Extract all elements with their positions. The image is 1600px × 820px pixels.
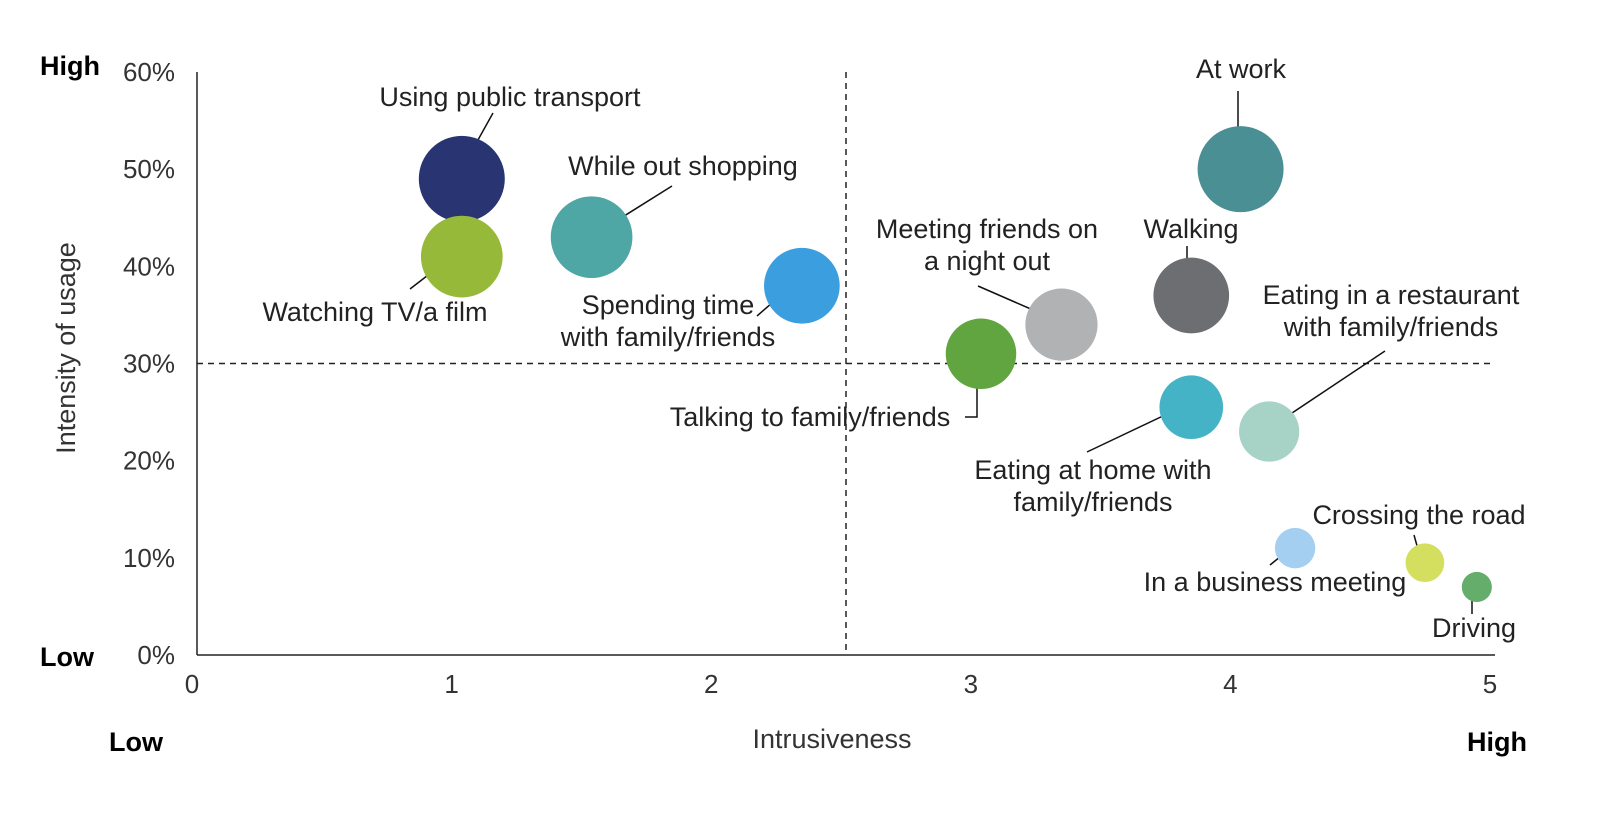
y-tick-label: 60%: [123, 57, 175, 87]
bubble-while-out-shopping: [550, 196, 633, 279]
label-while-out-shopping: While out shopping: [568, 151, 798, 181]
x-tick-label: 1: [444, 669, 458, 699]
bubble-walking: [1153, 257, 1230, 334]
x-tick-label: 5: [1483, 669, 1497, 699]
y-axis-title: Intensity of usage: [51, 242, 81, 454]
label-spending-time-with-family-friends: Spending time with family/friends: [560, 290, 776, 352]
x-tick-label: 4: [1223, 669, 1237, 699]
bubble-driving: [1461, 571, 1492, 603]
y-tick-label: 0%: [137, 640, 175, 670]
y-tick-label: 40%: [123, 251, 175, 281]
bubble-eating-at-home-with-family-friends: [1159, 375, 1224, 440]
bubble-spending-time-with-family-friends: [764, 247, 840, 324]
x-tick-label: 2: [704, 669, 718, 699]
bubble-crossing-the-road: [1405, 543, 1445, 583]
y-tick-label: 30%: [123, 349, 175, 379]
label-meeting-friends-on-a-night-out: Meeting friends on a night out: [876, 214, 1098, 276]
x-low-label: Low: [109, 727, 164, 757]
y-low-label: Low: [40, 642, 95, 672]
x-high-label: High: [1467, 727, 1527, 757]
bubble-talking-to-family-friends: [945, 318, 1017, 390]
label-at-work: At work: [1196, 54, 1287, 84]
y-tick-label: 20%: [123, 446, 175, 476]
label-walking: Walking: [1143, 214, 1238, 244]
bubble-using-public-transport: [418, 135, 505, 222]
bubble-in-a-business-meeting: [1274, 527, 1316, 569]
bubble-eating-in-a-restaurant-with-family-friends: [1239, 401, 1300, 462]
axes: 0% 10% 20% 30% 40% 50% 60% 0 1 2 3 4 5: [123, 57, 1497, 699]
label-using-public-transport: Using public transport: [379, 82, 641, 112]
label-eating-in-a-restaurant-with-family-friends: Eating in a restaurant with family/friend…: [1263, 280, 1520, 342]
bubble-labels: Using public transport Watching TV/a film…: [262, 54, 1525, 643]
label-eating-at-home-with-family-friends: Eating at home with family/friends: [974, 455, 1211, 517]
y-high-label: High: [40, 51, 100, 81]
x-axis-title: Intrusiveness: [752, 724, 911, 754]
y-tick-label: 10%: [123, 543, 175, 573]
label-driving: Driving: [1432, 613, 1516, 643]
reference-lines: [197, 72, 1495, 655]
label-watching-tv-a-film: Watching TV/a film: [262, 297, 487, 327]
bubble-at-work: [1197, 126, 1284, 213]
bubbles: [418, 126, 1492, 603]
bubble-meeting-friends-on-a-night-out: [1025, 288, 1098, 361]
bubble-watching-tv-a-film: [420, 215, 503, 298]
y-tick-label: 50%: [123, 154, 175, 184]
x-tick-label: 0: [185, 669, 199, 699]
label-talking-to-family-friends: Talking to family/friends: [670, 402, 951, 432]
label-crossing-the-road: Crossing the road: [1312, 500, 1525, 530]
x-tick-label: 3: [964, 669, 978, 699]
label-in-a-business-meeting: In a business meeting: [1144, 567, 1407, 597]
